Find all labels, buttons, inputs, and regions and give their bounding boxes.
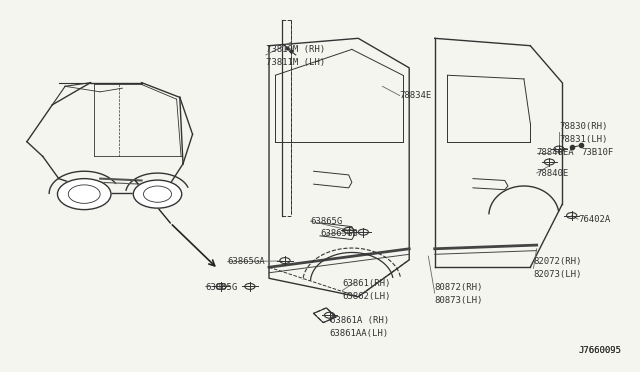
Text: 63861A (RH): 63861A (RH) — [330, 316, 388, 325]
Text: 78831(LH): 78831(LH) — [559, 135, 607, 144]
Text: 78840E: 78840E — [537, 169, 569, 177]
Text: 63861(RH): 63861(RH) — [342, 279, 390, 288]
Text: 80873(LH): 80873(LH) — [435, 296, 483, 305]
Text: 63865GA: 63865GA — [228, 257, 265, 266]
Text: 63865G: 63865G — [310, 217, 342, 225]
Text: J7660095: J7660095 — [578, 346, 621, 355]
Text: 78834E: 78834E — [399, 91, 432, 100]
Text: 63865GB: 63865GB — [320, 230, 358, 238]
Text: 73B10F: 73B10F — [581, 148, 614, 157]
Text: 73810M (RH): 73810M (RH) — [266, 45, 325, 54]
Text: J7660095: J7660095 — [578, 346, 621, 355]
Text: 80872(RH): 80872(RH) — [435, 283, 483, 292]
Text: 82072(RH): 82072(RH) — [534, 257, 582, 266]
Text: 63862(LH): 63862(LH) — [342, 292, 390, 301]
Circle shape — [133, 180, 182, 208]
Text: 76402A: 76402A — [578, 215, 611, 224]
Text: 78830(RH): 78830(RH) — [559, 122, 607, 131]
Circle shape — [58, 179, 111, 210]
Text: 63865G: 63865G — [205, 283, 237, 292]
Text: 82073(LH): 82073(LH) — [534, 270, 582, 279]
Text: 73811M (LH): 73811M (LH) — [266, 58, 325, 67]
Text: 63861AA(LH): 63861AA(LH) — [330, 329, 388, 338]
Text: 78840EA: 78840EA — [537, 148, 574, 157]
